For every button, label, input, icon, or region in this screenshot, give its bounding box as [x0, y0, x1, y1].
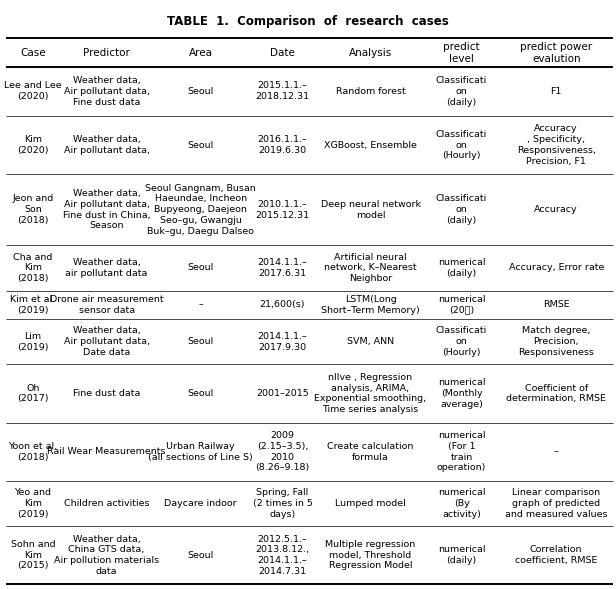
Text: Deep neural network
model: Deep neural network model [320, 200, 421, 220]
Text: Predictor: Predictor [83, 48, 130, 58]
Text: Classificati
on
(Hourly): Classificati on (Hourly) [436, 130, 487, 160]
Text: 2016.1.1.–
2019.6.30: 2016.1.1.– 2019.6.30 [257, 135, 307, 155]
Text: numerical
(Monthly
average): numerical (Monthly average) [438, 378, 485, 409]
Text: F1: F1 [551, 87, 562, 96]
Text: Cha and
Kim
(2018): Cha and Kim (2018) [13, 253, 52, 283]
Text: XGBoost, Ensemble: XGBoost, Ensemble [324, 141, 417, 150]
Text: 2010.1.1.–
2015.12.31: 2010.1.1.– 2015.12.31 [256, 200, 310, 220]
Text: Accuracy: Accuracy [534, 205, 578, 214]
Text: nIIve , Regression
analysis, ARIMA,
Exponential smoothing,
Time series analysis: nIIve , Regression analysis, ARIMA, Expo… [314, 373, 427, 414]
Text: Weather data,
Air pollutant data,
Date data: Weather data, Air pollutant data, Date d… [63, 326, 150, 357]
Text: 2014.1.1.–
2017.9.30: 2014.1.1.– 2017.9.30 [257, 332, 307, 352]
Text: 2009
(2.15–3.5),
2010
(8.26–9.18): 2009 (2.15–3.5), 2010 (8.26–9.18) [256, 431, 310, 472]
Text: Seoul: Seoul [187, 337, 214, 346]
Text: numerical
(daily): numerical (daily) [438, 258, 485, 278]
Text: Weather data,
Air pollutant data,
Fine dust in China,
Season: Weather data, Air pollutant data, Fine d… [63, 189, 150, 230]
Text: Rail Wear Measurements: Rail Wear Measurements [47, 447, 166, 456]
Text: Yoon et al.
(2018): Yoon et al. (2018) [8, 442, 57, 462]
Text: Spring, Fall
(2 times in 5
days): Spring, Fall (2 times in 5 days) [253, 488, 312, 519]
Text: –: – [554, 447, 559, 456]
Text: Yeo and
Kim
(2019): Yeo and Kim (2019) [14, 488, 51, 519]
Text: Correlation
coefficient, RMSE: Correlation coefficient, RMSE [515, 545, 598, 565]
Text: Weather data,
China GTS data,
Air pollution materials
data: Weather data, China GTS data, Air pollut… [54, 535, 159, 576]
Text: Accuracy, Error rate: Accuracy, Error rate [508, 263, 604, 273]
Text: Jeon and
Son
(2018): Jeon and Son (2018) [12, 194, 54, 225]
Text: Create calculation
formula: Create calculation formula [327, 442, 414, 462]
Text: numerical
(daily): numerical (daily) [438, 545, 485, 565]
Text: Analysis: Analysis [349, 48, 392, 58]
Text: Drone air measurement
sensor data: Drone air measurement sensor data [50, 295, 163, 315]
Text: Seoul: Seoul [187, 263, 214, 273]
Text: Date: Date [270, 48, 295, 58]
Text: Lumped model: Lumped model [335, 499, 406, 508]
Text: LSTM(Long
Short–Term Memory): LSTM(Long Short–Term Memory) [321, 295, 420, 315]
Text: 2001–2015: 2001–2015 [256, 389, 309, 398]
Text: 21,600(s): 21,600(s) [260, 300, 306, 309]
Text: Sohn and
Kim
(2015): Sohn and Kim (2015) [10, 540, 55, 570]
Text: Daycare indoor: Daycare indoor [164, 499, 237, 508]
Text: Weather data,
Air pollutant data,: Weather data, Air pollutant data, [63, 135, 150, 155]
Text: predict
level: predict level [444, 41, 480, 64]
Text: Random forest: Random forest [336, 87, 405, 96]
Text: Kim et al.
(2019): Kim et al. (2019) [10, 295, 55, 315]
Text: numerical
(For 1
train
operation): numerical (For 1 train operation) [437, 431, 486, 472]
Text: Weather data,
air pollutant data: Weather data, air pollutant data [65, 258, 148, 278]
Text: Children activities: Children activities [64, 499, 149, 508]
Text: 2015.1.1.–
2018.12.31: 2015.1.1.– 2018.12.31 [256, 81, 310, 101]
Text: Area: Area [188, 48, 213, 58]
Text: Match degree,
Precision,
Responsiveness: Match degree, Precision, Responsiveness [518, 326, 594, 357]
Text: 2012.5.1.–
2013.8.12.,
2014.1.1.–
2014.7.31: 2012.5.1.– 2013.8.12., 2014.1.1.– 2014.7… [256, 535, 310, 576]
Text: Artificial neural
network, K–Nearest
Neighbor: Artificial neural network, K–Nearest Nei… [324, 253, 417, 283]
Text: Classificati
on
(Hourly): Classificati on (Hourly) [436, 326, 487, 357]
Text: Kim
(2020): Kim (2020) [17, 135, 49, 155]
Text: SVM, ANN: SVM, ANN [347, 337, 394, 346]
Text: Lim
(2019): Lim (2019) [17, 332, 49, 352]
Text: TABLE  1.  Comparison  of  research  cases: TABLE 1. Comparison of research cases [167, 15, 449, 28]
Text: Coefficient of
determination, RMSE: Coefficient of determination, RMSE [506, 383, 606, 403]
Text: 2014.1.1.–
2017.6.31: 2014.1.1.– 2017.6.31 [257, 258, 307, 278]
Text: Classificati
on
(daily): Classificati on (daily) [436, 194, 487, 225]
Text: Seoul Gangnam, Busan
Haeundae, Incheon
Bupyeong, Daejeon
Seo–gu, Gwangju
Buk–gu,: Seoul Gangnam, Busan Haeundae, Incheon B… [145, 184, 256, 236]
Text: Seoul: Seoul [187, 141, 214, 150]
Text: Urban Railway
(all sections of Line S): Urban Railway (all sections of Line S) [148, 442, 253, 462]
Text: Seoul: Seoul [187, 389, 214, 398]
Text: Fine dust data: Fine dust data [73, 389, 140, 398]
Text: Classificati
on
(daily): Classificati on (daily) [436, 76, 487, 107]
Text: predict power
evalution: predict power evalution [520, 41, 592, 64]
Text: Multiple regression
model, Threshold
Regression Model: Multiple regression model, Threshold Reg… [325, 540, 416, 570]
Text: Linear comparison
graph of predicted
and measured values: Linear comparison graph of predicted and… [505, 488, 607, 519]
Text: Oh
(2017): Oh (2017) [17, 383, 49, 403]
Text: RMSE: RMSE [543, 300, 570, 309]
Text: numerical
(By
activity): numerical (By activity) [438, 488, 485, 519]
Text: Seoul: Seoul [187, 87, 214, 96]
Text: Weather data,
Air pollutant data,
Fine dust data: Weather data, Air pollutant data, Fine d… [63, 76, 150, 107]
Text: –: – [198, 300, 203, 309]
Text: numerical
(20초): numerical (20초) [438, 295, 485, 315]
Text: Lee and Lee
(2020): Lee and Lee (2020) [4, 81, 62, 101]
Text: Accuracy
, Specificity,
Responsiveness,
Precision, F1: Accuracy , Specificity, Responsiveness, … [517, 124, 596, 166]
Text: Seoul: Seoul [187, 551, 214, 560]
Text: Case: Case [20, 48, 46, 58]
